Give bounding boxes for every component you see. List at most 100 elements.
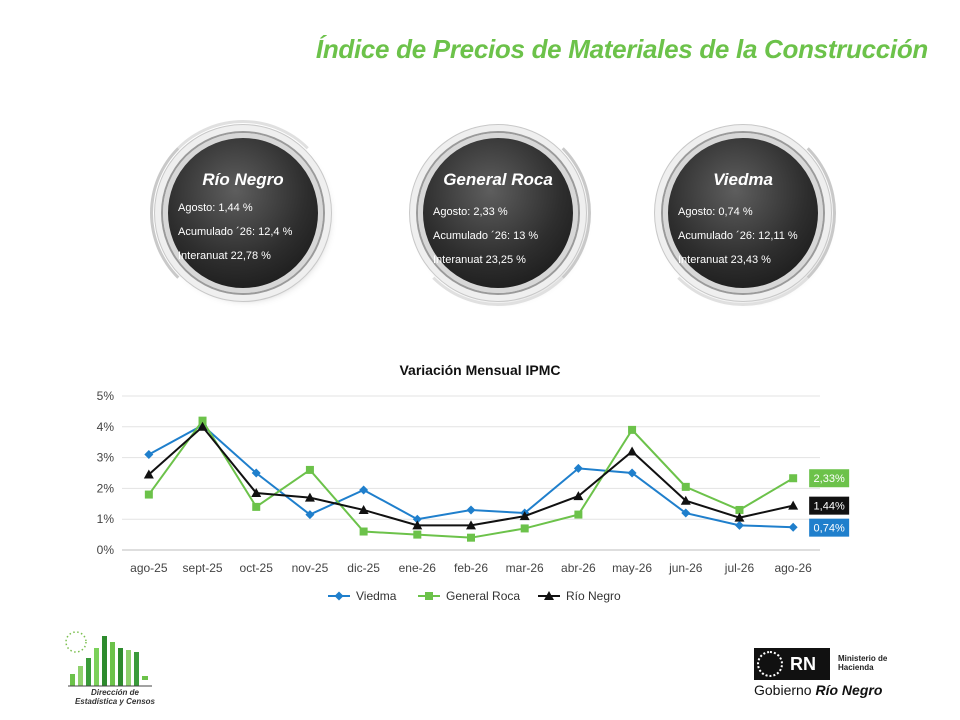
page-title: Índice de Precios de Materiales de la Co… <box>315 34 928 64</box>
data-point <box>627 468 637 478</box>
data-label: 2,33% <box>814 473 845 485</box>
data-point <box>144 450 154 460</box>
data-point <box>413 530 422 539</box>
data-point <box>251 468 261 478</box>
data-point <box>466 505 476 515</box>
chart-title: Variación Mensual IPMC <box>399 362 561 378</box>
data-point <box>143 469 154 479</box>
data-point <box>681 508 691 518</box>
legend-label: Río Negro <box>566 589 621 603</box>
data-point <box>412 520 423 530</box>
badge-line-acumulado: Acumulado ´26: 12,11 % <box>678 230 798 242</box>
data-point <box>734 520 744 530</box>
data-point <box>788 522 798 532</box>
gobierno-rio-negro-logo: RN Ministerio de Hacienda Gobierno Río N… <box>754 648 914 704</box>
data-point <box>334 591 344 601</box>
y-tick-label: 2% <box>97 481 115 495</box>
data-point <box>628 425 637 434</box>
badge-line-agosto: Agosto: 2,33 % <box>433 206 508 218</box>
ministry-line-1: Ministerio de <box>838 654 888 663</box>
logo-left-line-2: Estadística y Censos <box>74 697 156 706</box>
badge-name: General Roca <box>443 170 553 189</box>
gobierno-text: Gobierno Río Negro <box>754 682 882 698</box>
data-point <box>198 416 207 425</box>
direccion-estadistica-logo: Dirección de Estadística y Censos <box>60 628 170 710</box>
bars-logo-icon <box>65 631 152 687</box>
data-point <box>466 520 476 530</box>
data-point <box>412 514 422 524</box>
x-tick-label: nov-25 <box>292 561 329 575</box>
data-label: 0,74% <box>814 523 845 535</box>
x-tick-label: feb-26 <box>454 561 488 575</box>
x-tick-label: dic-25 <box>347 561 380 575</box>
badge-name: Río Negro <box>202 170 284 189</box>
y-tick-label: 0% <box>97 543 115 557</box>
data-point <box>358 504 369 514</box>
ministry-text: Ministerio de Hacienda <box>838 654 908 672</box>
data-point <box>734 512 745 522</box>
data-point <box>305 465 314 474</box>
data-point <box>573 463 583 473</box>
x-tick-label: may-26 <box>612 561 652 575</box>
province-word: Río Negro <box>815 682 883 698</box>
data-point <box>425 592 433 600</box>
data-point <box>251 488 262 498</box>
data-point <box>520 524 529 533</box>
data-point <box>359 485 369 495</box>
data-point <box>519 511 530 521</box>
x-tick-label: jun-26 <box>668 561 703 575</box>
data-point <box>544 591 554 600</box>
badge-rio-negro: Río Negro Agosto: 1,44 % Acumulado ´26: … <box>163 133 323 293</box>
logo-left-line-1: Dirección de <box>90 688 139 697</box>
data-point <box>627 446 638 456</box>
data-point <box>144 490 153 499</box>
data-label-box <box>809 518 850 537</box>
badge-line-interanual: Interanuat 23,43 % <box>678 254 771 266</box>
data-point <box>573 491 584 501</box>
x-tick-label: mar-26 <box>506 561 544 575</box>
badge-general-roca: General Roca Agosto: 2,33 % Acumulado ´2… <box>418 133 578 293</box>
badge-line-acumulado: Acumulado ´26: 12,4 % <box>178 226 293 238</box>
badge-line-agosto: Agosto: 1,44 % <box>178 202 253 214</box>
legend-label: General Roca <box>446 589 520 603</box>
data-point <box>788 500 799 510</box>
y-tick-label: 1% <box>97 512 115 526</box>
data-point <box>789 474 798 483</box>
y-tick-label: 3% <box>97 451 115 465</box>
x-tick-label: jul-26 <box>724 561 755 575</box>
badge-name: Viedma <box>713 170 773 189</box>
rn-text: RN <box>790 654 816 674</box>
data-label: 1,44% <box>814 501 845 513</box>
badge-viedma: Viedma Agosto: 0,74 % Acumulado ´26: 12,… <box>663 133 823 293</box>
data-point <box>574 510 583 519</box>
stars-icon <box>757 651 783 677</box>
badge-line-interanual: Interanuat 23,25 % <box>433 254 526 266</box>
y-tick-label: 4% <box>97 420 115 434</box>
x-tick-label: ago-26 <box>774 561 812 575</box>
data-point <box>680 495 691 505</box>
rn-box: RN <box>754 648 830 680</box>
x-tick-label: ene-26 <box>399 561 437 575</box>
x-tick-label: sept-25 <box>183 561 223 575</box>
data-point <box>305 510 315 520</box>
logo-left-text: Dirección de Estadística y Censos <box>60 688 170 706</box>
badge-line-acumulado: Acumulado ´26: 13 % <box>433 230 539 242</box>
data-point <box>304 492 315 502</box>
y-tick-label: 5% <box>97 389 115 403</box>
data-label-box <box>809 469 850 488</box>
data-point <box>359 527 368 536</box>
x-tick-label: ago-25 <box>130 561 168 575</box>
data-point <box>735 505 744 514</box>
data-point <box>467 533 475 542</box>
x-tick-label: oct-25 <box>240 561 274 575</box>
legend-label: Viedma <box>356 589 397 603</box>
line-chart: 0% 1% 2% 3% 4% 5% ago-25 sept-25 oct-25 nov-25 dic… <box>97 389 850 603</box>
data-point <box>252 502 261 511</box>
badge-line-interanual: Interanuat 22,78 % <box>178 250 271 262</box>
gobierno-word: Gobierno <box>754 682 812 698</box>
data-point <box>681 482 690 491</box>
data-label-box <box>809 496 850 515</box>
x-tick-label: abr-26 <box>561 561 596 575</box>
data-point <box>197 421 208 431</box>
badge-line-agosto: Agosto: 0,74 % <box>678 206 753 218</box>
